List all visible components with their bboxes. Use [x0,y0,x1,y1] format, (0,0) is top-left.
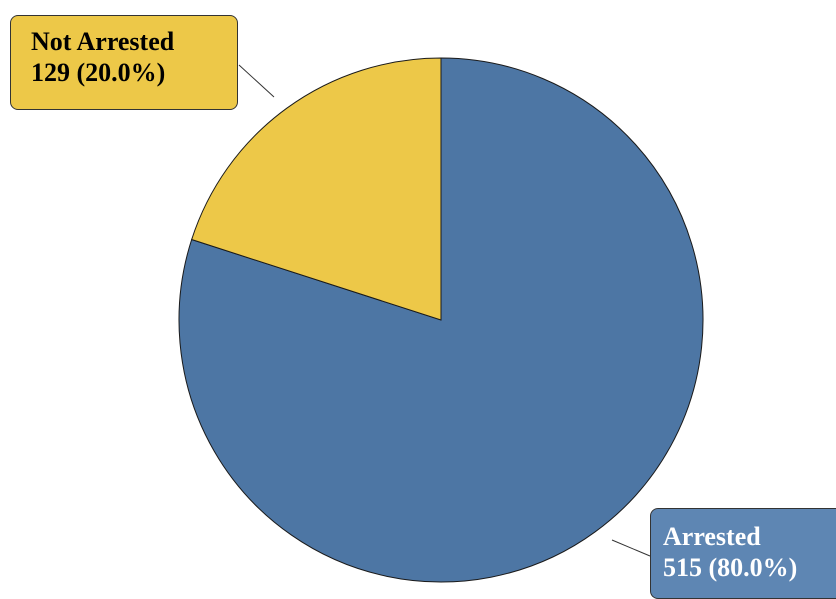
pie-slice-arrested [178,57,704,583]
slice-label-arrested: Arrested 515 (80.0%) [650,508,836,599]
slice-label-name: Arrested [663,522,761,551]
slice-label-not-arrested: Not Arrested 129 (20.0%) [10,15,238,110]
pie-slice-not-arrested [191,57,442,321]
leader-line-not-arrested [238,64,275,98]
slice-label-value: 129 (20.0%) [31,58,166,87]
leader-line-arrested [611,539,651,557]
slice-label-value: 515 (80.0%) [663,553,798,582]
slice-label-name: Not Arrested [31,27,175,56]
